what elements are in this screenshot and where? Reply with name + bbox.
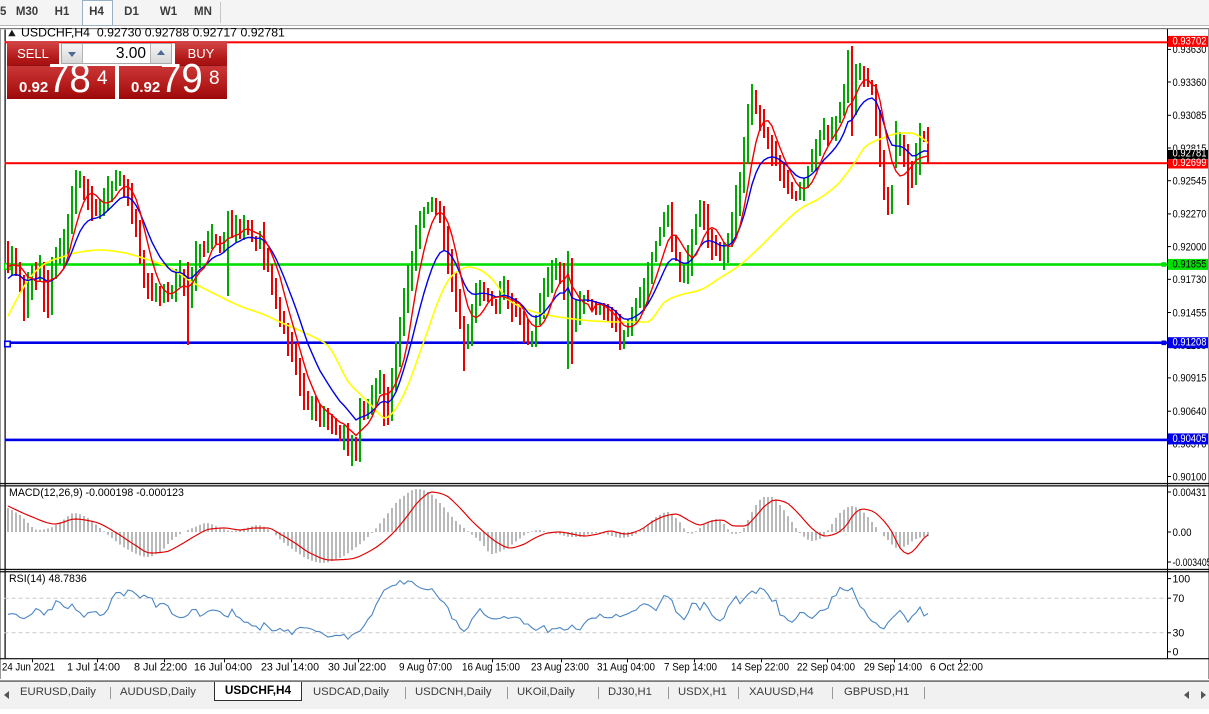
svg-text:0: 0: [1173, 647, 1179, 659]
svg-text:7 Sep 14:00: 7 Sep 14:00: [664, 662, 717, 674]
svg-text:30 Jul 22:00: 30 Jul 22:00: [328, 662, 386, 674]
svg-text:0.93360: 0.93360: [1173, 77, 1207, 89]
svg-text:0.00: 0.00: [1173, 527, 1192, 539]
svg-text:29 Sep 14:00: 29 Sep 14:00: [864, 662, 922, 674]
svg-text:RSI(14) 48.7836: RSI(14) 48.7836: [9, 573, 87, 585]
svg-text:0.92270: 0.92270: [1173, 209, 1207, 221]
svg-text:6 Oct 22:00: 6 Oct 22:00: [930, 662, 983, 674]
svg-text:14 Sep 22:00: 14 Sep 22:00: [731, 662, 789, 674]
svg-text:0.91730: 0.91730: [1173, 274, 1207, 286]
svg-text:USDCHF,H4 0.92730 0.92788 0.9: USDCHF,H4 0.92730 0.92788 0.92717 0.9278…: [21, 25, 285, 39]
svg-text:0.90100: 0.90100: [1173, 471, 1207, 483]
svg-text:0.00431: 0.00431: [1173, 487, 1207, 499]
svg-text:70: 70: [1173, 593, 1185, 605]
svg-text:0.91855: 0.91855: [1173, 258, 1207, 270]
svg-text:16 Aug 15:00: 16 Aug 15:00: [462, 662, 520, 674]
svg-text:16 Jul 04:00: 16 Jul 04:00: [194, 662, 252, 674]
svg-text:22 Sep 04:00: 22 Sep 04:00: [797, 662, 855, 674]
svg-text:0.90405: 0.90405: [1173, 433, 1207, 445]
svg-text:30: 30: [1173, 628, 1185, 640]
svg-text:MACD(12,26,9) -0.000198 -0.000: MACD(12,26,9) -0.000198 -0.000123: [9, 487, 184, 499]
svg-text:0.90915: 0.90915: [1173, 373, 1207, 385]
svg-text:0.91208: 0.91208: [1173, 337, 1207, 349]
svg-text:100: 100: [1173, 573, 1191, 585]
svg-text:0.92545: 0.92545: [1173, 176, 1207, 188]
svg-text:0.93085: 0.93085: [1173, 110, 1207, 122]
svg-text:23 Aug 23:00: 23 Aug 23:00: [531, 662, 589, 674]
svg-text:0.90640: 0.90640: [1173, 406, 1207, 418]
svg-text:1 Jul 14:00: 1 Jul 14:00: [67, 662, 120, 674]
svg-text:24 Jun 2021: 24 Jun 2021: [2, 662, 55, 674]
svg-text:31 Aug 04:00: 31 Aug 04:00: [597, 662, 655, 674]
svg-text:0.92000: 0.92000: [1173, 241, 1207, 253]
svg-text:0.93702: 0.93702: [1173, 35, 1207, 47]
svg-text:-0.003405: -0.003405: [1173, 557, 1209, 569]
svg-text:0.91455: 0.91455: [1173, 307, 1207, 319]
svg-text:23 Jul 14:00: 23 Jul 14:00: [261, 662, 319, 674]
svg-text:8 Jul 22:00: 8 Jul 22:00: [134, 662, 187, 674]
svg-text:9 Aug 07:00: 9 Aug 07:00: [399, 662, 452, 674]
svg-text:0.92699: 0.92699: [1173, 157, 1207, 169]
